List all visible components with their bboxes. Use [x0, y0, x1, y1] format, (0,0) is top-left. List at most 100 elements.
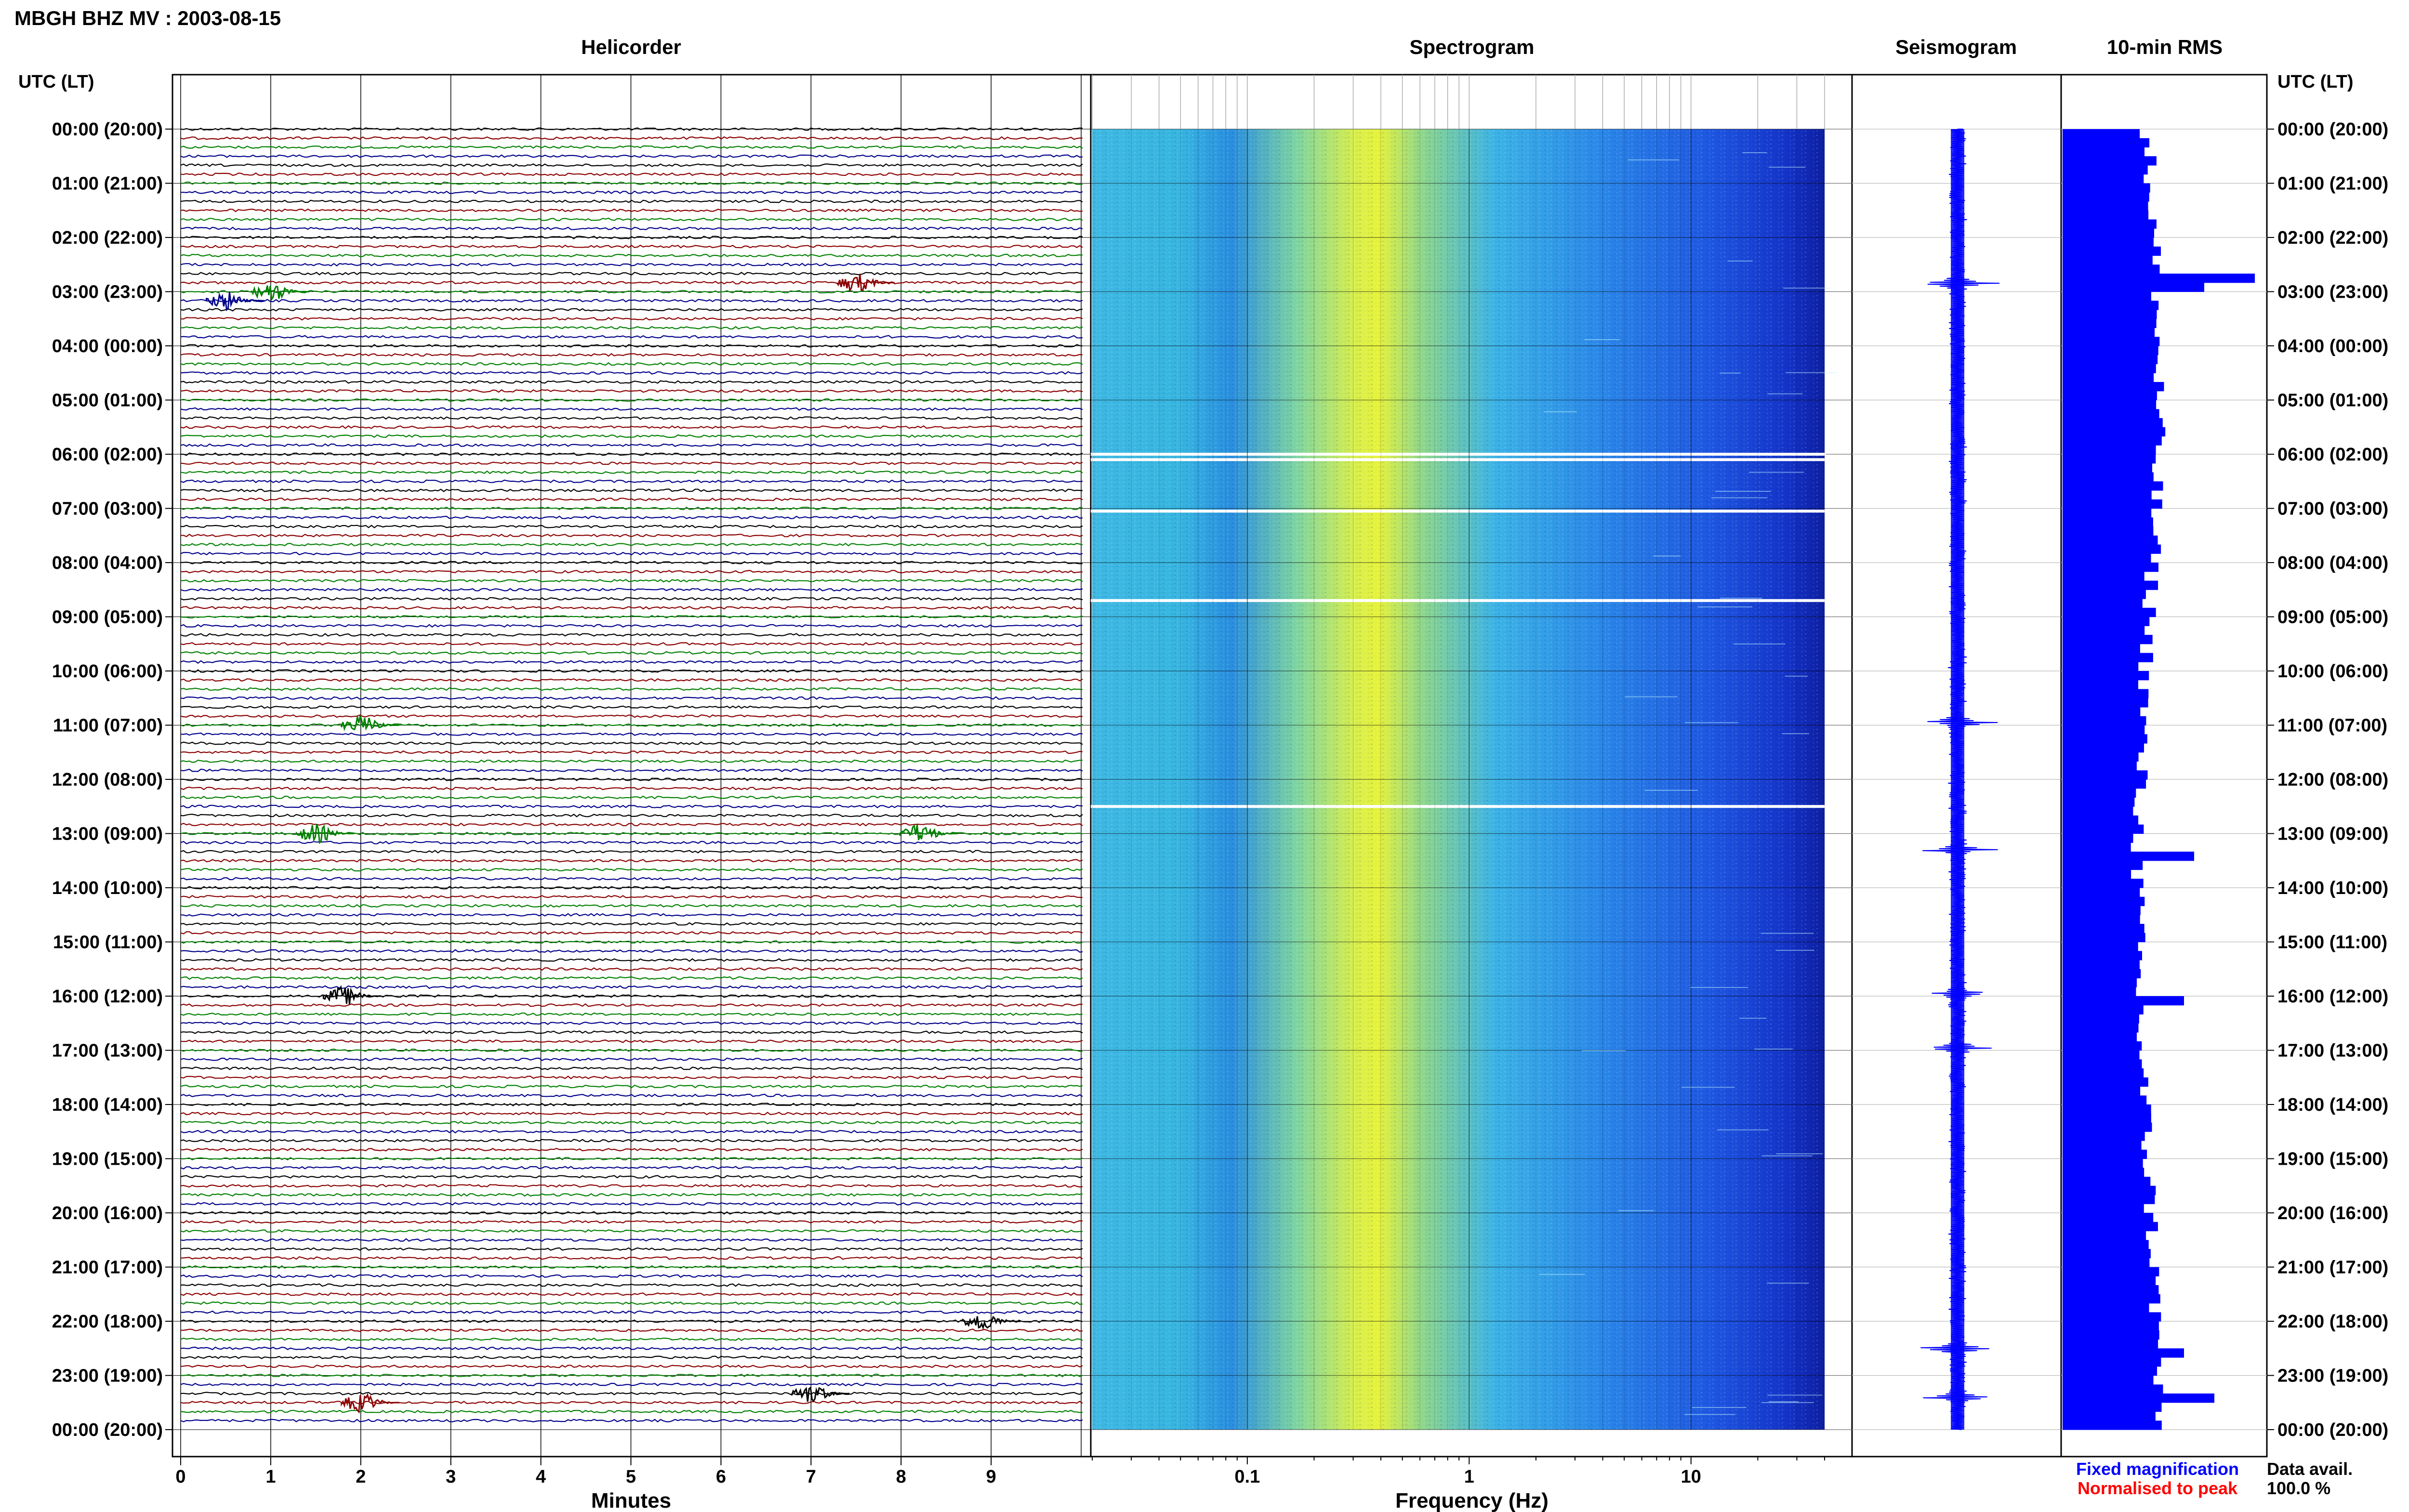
- helicorder-trace: [180, 542, 1083, 547]
- time-axis-header-left: UTC (LT): [18, 72, 94, 92]
- time-label-left: 20:00 (16:00): [52, 1203, 163, 1223]
- rms-bar: [2063, 1177, 2151, 1186]
- rms-bar: [2063, 517, 2153, 527]
- spectrogram-narrowband-lines: [1539, 152, 1837, 1415]
- helicorder-trace: [180, 552, 1083, 555]
- minutes-tick-label: 3: [446, 1467, 456, 1487]
- helicorder-trace: [180, 1175, 1083, 1179]
- rms-bar: [2063, 888, 2140, 897]
- rms-bar: [2063, 1131, 2145, 1141]
- helicorder-trace: [180, 470, 1083, 474]
- rms-bar: [2063, 210, 2149, 220]
- rms-bar: [2063, 761, 2137, 771]
- helicorder-trace: [180, 579, 1083, 583]
- helicorder-trace: [180, 1283, 1083, 1287]
- time-label-left: 15:00 (11:00): [53, 933, 163, 953]
- rms-bar: [2063, 1249, 2151, 1259]
- helicorder-event: [341, 1393, 399, 1414]
- rms-bar: [2063, 788, 2136, 798]
- rms-bar: [2063, 282, 2204, 292]
- helicorder-trace: [180, 199, 1083, 203]
- time-label-right: 22:00 (18:00): [2277, 1312, 2388, 1332]
- rms-bar: [2063, 806, 2133, 816]
- rms-bar: [2063, 228, 2154, 238]
- rms-bar: [2063, 987, 2136, 997]
- rms-bar: [2063, 707, 2141, 717]
- rms-bar: [2063, 129, 2140, 139]
- helicorder-trace: [180, 994, 1083, 998]
- rms-bar: [2063, 337, 2160, 346]
- helicorder-trace: [180, 1130, 1083, 1134]
- time-label-left: 13:00 (09:00): [52, 824, 163, 844]
- helicorder-trace: [180, 850, 1083, 854]
- helicorder-trace: [180, 1112, 1083, 1116]
- rms-bar: [2063, 246, 2161, 256]
- time-label-left: 17:00 (13:00): [52, 1041, 163, 1061]
- time-label-right: 10:00 (06:00): [2277, 661, 2388, 682]
- helicorder-trace: [180, 236, 1083, 239]
- helicorder-event: [836, 274, 895, 292]
- spectrogram-data-gaps: [1091, 453, 1826, 808]
- helicorder-panel: [172, 74, 1092, 1458]
- helicorder-frame: [172, 74, 1092, 1458]
- rms-bar: [2063, 978, 2137, 987]
- helicorder-trace: [180, 289, 1083, 294]
- rms-bar: [2063, 1077, 2148, 1087]
- helicorder-trace: [180, 1337, 1083, 1341]
- time-label-left: 06:00 (02:00): [52, 445, 163, 465]
- helicorder-trace: [180, 344, 1083, 348]
- minutes-axis-label: Minutes: [591, 1489, 671, 1512]
- rms-bar: [2063, 1258, 2150, 1268]
- rms-bar: [2063, 1402, 2162, 1412]
- helicorder-trace: [180, 1057, 1083, 1062]
- rms-bar: [2063, 400, 2157, 409]
- rms-bar: [2063, 743, 2144, 753]
- helicorder-trace: [180, 515, 1083, 520]
- helicorder-trace: [180, 127, 1083, 131]
- rms-bar: [2063, 291, 2151, 301]
- helicorder-trace: [180, 1392, 1083, 1395]
- helicorder-event: [341, 715, 399, 732]
- rms-bar: [2063, 553, 2151, 563]
- rms-bar: [2063, 842, 2131, 852]
- helicorder-trace: [180, 1030, 1083, 1034]
- helicorder-trace: [180, 1084, 1083, 1089]
- helicorder-trace: [180, 1202, 1083, 1206]
- rms-bar: [2063, 174, 2144, 184]
- spectrogram-gap: [1091, 510, 1826, 513]
- rms-bar: [2063, 1014, 2139, 1024]
- helicorder-trace: [180, 894, 1083, 899]
- time-label-right: 12:00 (08:00): [2277, 770, 2388, 790]
- helicorder-trace: [180, 1003, 1083, 1007]
- rms-bar: [2063, 1113, 2151, 1123]
- minutes-tick-label: 9: [986, 1467, 996, 1487]
- helicorder-trace: [180, 777, 1083, 781]
- minutes-tick-label: 7: [806, 1467, 816, 1487]
- helicorder-trace: [180, 588, 1083, 592]
- helicorder-trace: [180, 172, 1083, 176]
- rms-bar: [2063, 563, 2158, 572]
- rms-bar: [2063, 138, 2150, 148]
- time-label-right: 03:00 (23:00): [2277, 282, 2388, 302]
- rms-bar: [2063, 346, 2158, 355]
- rms-bar: [2063, 1122, 2152, 1132]
- rms-bar: [2063, 869, 2131, 879]
- time-label-left: 05:00 (01:00): [52, 391, 163, 411]
- helicorder-trace: [180, 416, 1083, 420]
- rms-bar: [2063, 1059, 2142, 1069]
- helicorder-trace: [180, 434, 1083, 438]
- helicorder-trace: [180, 651, 1083, 655]
- rms-bar: [2063, 906, 2141, 915]
- helicorder-trace: [180, 669, 1083, 673]
- rms-bar: [2063, 274, 2255, 283]
- helicorder-trace: [180, 859, 1083, 863]
- time-label-right: 19:00 (15:00): [2277, 1149, 2388, 1170]
- helicorder-trace: [180, 904, 1083, 908]
- minutes-tick-label: 8: [896, 1467, 906, 1487]
- time-label-right: 18:00 (14:00): [2277, 1095, 2388, 1115]
- helicorder-trace: [180, 1247, 1083, 1251]
- rms-bar: [2063, 770, 2148, 780]
- frequency-axis-label: Frequency (Hz): [1395, 1489, 1549, 1512]
- rms-bar: [2063, 156, 2157, 166]
- helicorder-trace: [180, 1409, 1083, 1414]
